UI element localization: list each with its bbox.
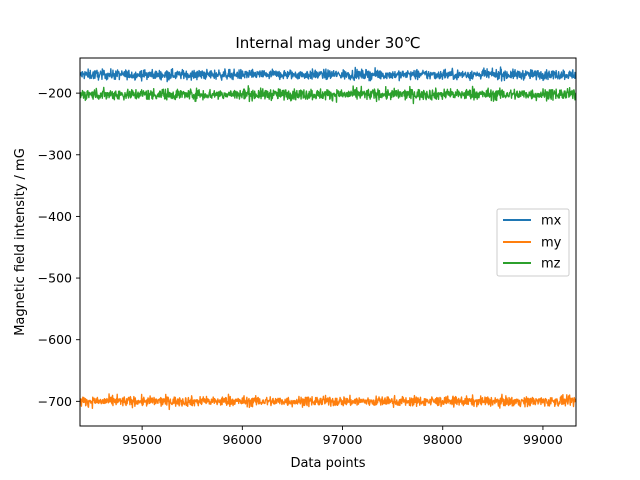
series-line-mz bbox=[80, 85, 576, 105]
legend-label-my: my bbox=[541, 236, 562, 251]
legend-box bbox=[496, 208, 570, 277]
series-line-mx bbox=[80, 66, 576, 83]
legend-label-mx: mx bbox=[541, 214, 562, 229]
legend-label-mz: mz bbox=[541, 257, 561, 272]
series-line-my bbox=[80, 393, 576, 411]
x-tick-label: 97000 bbox=[323, 432, 363, 447]
legend: mx my mz bbox=[496, 208, 570, 277]
x-axis-ticks: 95000 96000 97000 98000 99000 bbox=[122, 426, 563, 447]
x-axis-label: Data points bbox=[290, 456, 365, 471]
series-layer bbox=[80, 66, 576, 411]
x-tick-label: 96000 bbox=[222, 432, 262, 447]
axes-frame bbox=[79, 57, 577, 427]
y-axis-ticks: −200 −300 −400 −500 −600 −700 bbox=[38, 86, 80, 409]
x-tick-label: 99000 bbox=[523, 432, 563, 447]
y-tick-label: −600 bbox=[38, 332, 72, 347]
y-tick-label: −300 bbox=[38, 147, 72, 162]
y-tick-label: −200 bbox=[38, 86, 72, 101]
plot-area bbox=[79, 57, 577, 427]
y-axis-label: Magnetic field intensity / mG bbox=[13, 148, 28, 336]
y-tick-label: −400 bbox=[38, 209, 72, 224]
y-tick-label: −700 bbox=[38, 394, 72, 409]
x-tick-label: 95000 bbox=[122, 432, 162, 447]
x-tick-label: 98000 bbox=[423, 432, 463, 447]
y-tick-label: −500 bbox=[38, 271, 72, 286]
chart-title: Internal mag under 30℃ bbox=[235, 34, 420, 52]
